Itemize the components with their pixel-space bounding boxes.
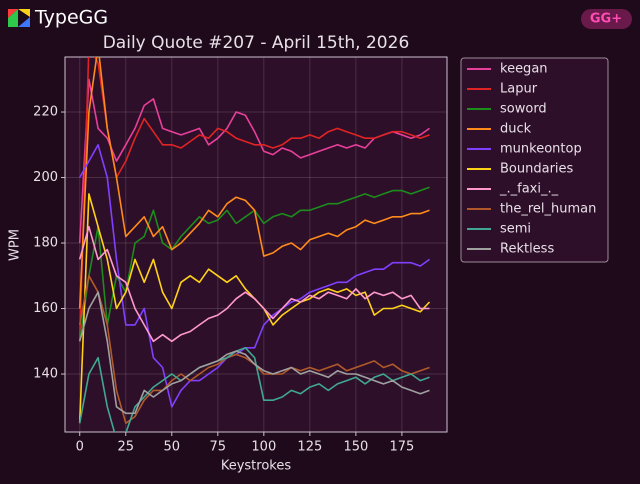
legend-label: Rektless: [500, 242, 554, 257]
x-tick-label: 50: [164, 440, 181, 455]
plot-area: [64, 56, 448, 433]
x-axis-label: Keystrokes: [221, 459, 292, 474]
legend-label: soword: [500, 102, 547, 117]
y-tick-label: 180: [33, 236, 58, 251]
series-line: [78, 291, 430, 415]
series-line: [78, 78, 430, 244]
y-tick-label: 140: [33, 367, 58, 382]
x-tick-label: 25: [117, 440, 134, 455]
series-line: [78, 57, 430, 309]
legend-label: Lapur: [500, 82, 538, 97]
y-axis-label: WPM: [8, 229, 23, 261]
app-name[interactable]: TypeGG: [34, 7, 108, 29]
badge-bg[interactable]: [581, 9, 632, 29]
chart-title: Daily Quote #207 - April 15th, 2026: [103, 33, 410, 53]
y-tick-label: 160: [33, 301, 58, 316]
legend-box: [460, 57, 609, 263]
lines: [78, 57, 431, 432]
x-tick-label: 175: [389, 440, 414, 455]
y-tick-label: 220: [33, 105, 58, 120]
series-line: [79, 144, 430, 408]
x-tick-label: 0: [76, 440, 84, 455]
x-tick-label: 150: [343, 440, 368, 455]
legend-label: munkeontop: [500, 142, 582, 157]
series-line: [78, 57, 430, 342]
legend-label: _._faxi_._: [499, 182, 559, 197]
legend-label: duck: [500, 122, 532, 137]
logo-icon: [8, 9, 30, 27]
badge[interactable]: GG+: [590, 12, 622, 27]
legend-label: Boundaries: [500, 162, 574, 177]
legend-label: keegan: [500, 62, 548, 77]
x-tick-label: 100: [251, 440, 276, 455]
legend-label: the_rel_human: [500, 202, 596, 217]
x-tick-label: 125: [297, 440, 322, 455]
y-tick-label: 200: [33, 170, 58, 185]
series-line: [78, 225, 430, 343]
legend-label: semi: [500, 222, 531, 237]
x-tick-label: 75: [210, 440, 227, 455]
